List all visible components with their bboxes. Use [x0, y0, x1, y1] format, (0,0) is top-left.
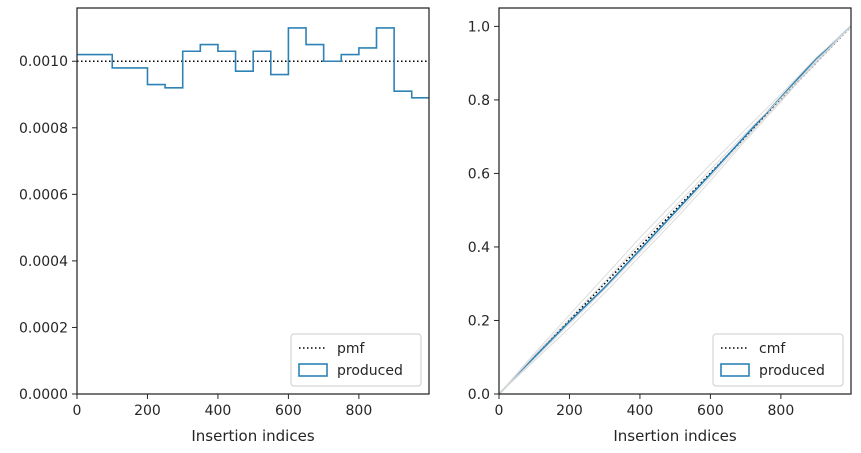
- x-tick-label: 600: [275, 403, 302, 419]
- legend-label: produced: [337, 363, 403, 379]
- y-tick-label: 0.0002: [19, 320, 68, 336]
- x-tick-label: 0: [73, 403, 82, 419]
- legend-box: [290, 333, 422, 387]
- y-tick-label: 0.0004: [19, 254, 68, 270]
- sample-line: [498, 26, 852, 395]
- legend-label: produced: [759, 363, 825, 379]
- y-tick-label: 0.0006: [19, 187, 68, 203]
- x-tick-label: 800: [346, 403, 373, 419]
- y-tick-label: 0.0010: [19, 54, 68, 70]
- sample-line: [498, 26, 852, 395]
- y-tick-label: 0.0008: [19, 121, 68, 137]
- legend-label: pmf: [337, 341, 366, 357]
- x-tick-label: 0: [495, 403, 504, 419]
- y-tick-label: 0.0000: [19, 387, 68, 403]
- produced-line: [498, 25, 852, 395]
- pmf-histogram-panel: 0 200 400 600 800 0.0000 0.0002 0.0004 0.0006 0.0…: [19, 7, 430, 445]
- x-axis-label: Insertion indices: [613, 427, 736, 445]
- y-tick-label: 0.8: [468, 93, 490, 109]
- produced-line: [77, 27, 429, 99]
- legend: pmf produced: [290, 333, 422, 387]
- x-axis-label: Insertion indices: [191, 427, 314, 445]
- sample-line: [498, 26, 852, 395]
- y-tick-label: 0.4: [468, 240, 490, 256]
- legend-label: cmf: [759, 341, 786, 357]
- legend-box: [712, 333, 844, 387]
- cmf-line-panel: 0 200 400 600 800 0.0 0.2 0.4 0.6 0.8 1.0 Insertion…: [468, 7, 852, 445]
- x-tick-label: 800: [768, 403, 795, 419]
- legend-produced-swatch: [298, 363, 328, 377]
- legend: cmf produced: [712, 333, 844, 387]
- x-tick-label: 600: [697, 403, 724, 419]
- plot-frame: [76, 7, 430, 395]
- legend-produced-swatch: [720, 363, 750, 377]
- y-tick-label: 0.2: [468, 313, 490, 329]
- x-tick-label: 200: [556, 403, 583, 419]
- x-tick-label: 200: [134, 403, 161, 419]
- y-tick-label: 1.0: [468, 19, 490, 35]
- y-tick-label: 0.0: [468, 387, 490, 403]
- x-tick-label: 400: [205, 403, 232, 419]
- plot-frame: [498, 7, 852, 395]
- x-tick-label: 400: [627, 403, 654, 419]
- y-tick-label: 0.6: [468, 166, 490, 182]
